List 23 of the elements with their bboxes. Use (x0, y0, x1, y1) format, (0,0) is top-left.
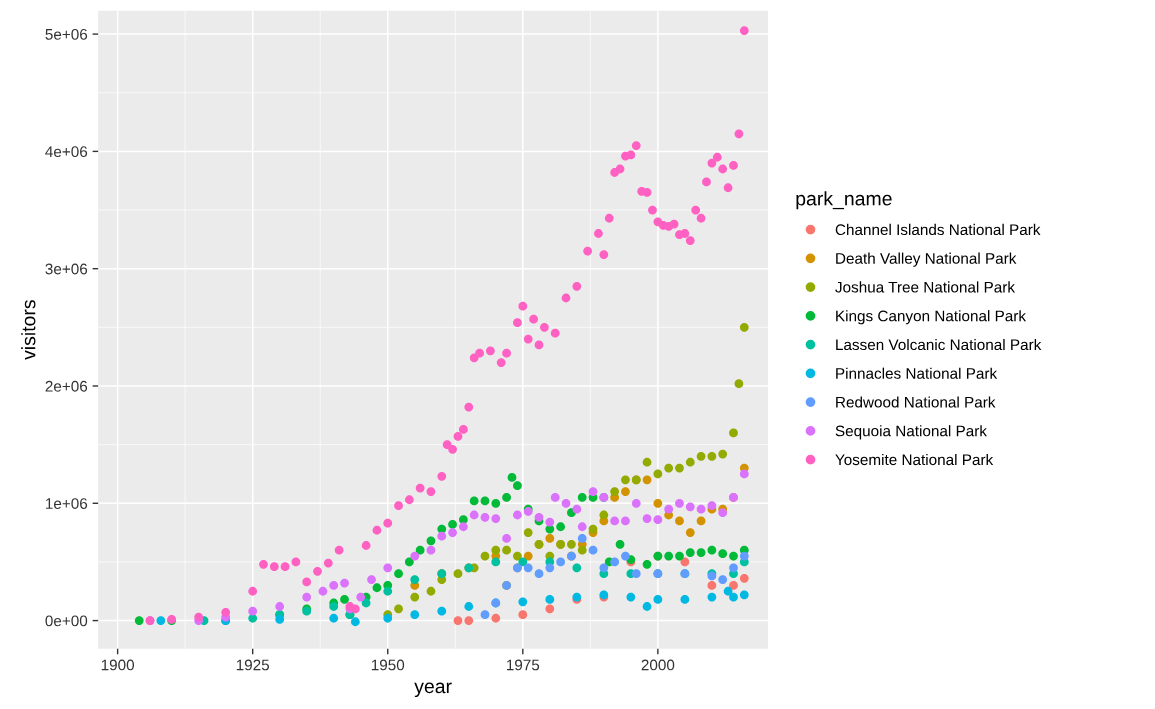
x-tick-label: 2000 (641, 659, 675, 671)
x-tick-label: 1925 (236, 659, 270, 671)
legend-label: Death Valley National Park (836, 252, 1017, 267)
legend-label: Yosemite National Park (835, 453, 994, 466)
legend-label: Redwood National Park (836, 396, 996, 408)
legend-label: Channel Islands National Park (835, 223, 1041, 236)
legend-label: Sequoia National Park (835, 425, 987, 440)
legend-label: Kings Canyon National Park (836, 310, 1027, 325)
legend-label: Joshua Tree National Park (835, 281, 1016, 293)
x-tick-label: 1975 (506, 659, 540, 671)
x-tick-label: 1900 (101, 659, 135, 671)
y-tick-label: 1e+06 (46, 498, 88, 509)
y-axis-title: visitors (21, 300, 36, 360)
y-tick-label: 0e+00 (45, 615, 88, 627)
x-axis-title: year (414, 682, 452, 698)
legend-label: Pinnacles National Park (836, 367, 998, 379)
legend-title: park_name (796, 191, 892, 210)
y-tick-label: 3e+06 (45, 263, 88, 275)
x-tick-label: 1950 (371, 659, 405, 671)
legend-label: Lassen Volcanic National Park (836, 338, 1042, 351)
y-tick-label: 2e+06 (45, 380, 88, 392)
y-tick-label: 4e+06 (45, 146, 88, 158)
y-tick-label: 5e+06 (45, 28, 88, 40)
